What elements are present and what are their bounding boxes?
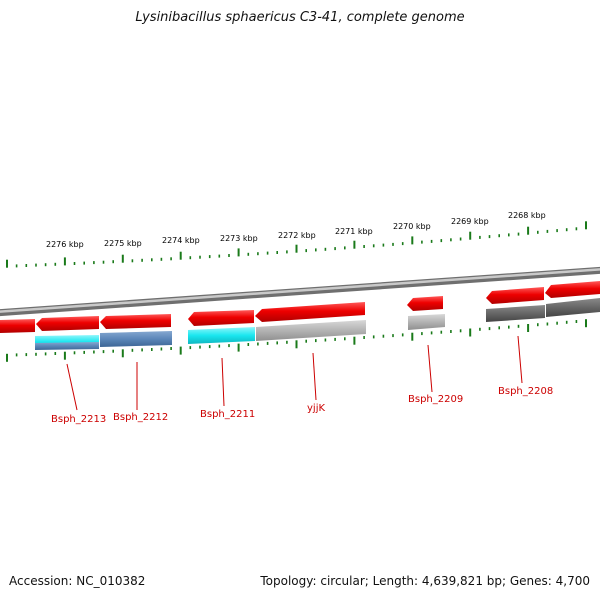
genome-summary-text: Topology: circular; Length: 4,639,821 bp…: [260, 574, 590, 588]
scale-label: 2268 kbp: [508, 211, 546, 220]
cds-arrow[interactable]: [36, 316, 99, 331]
cog-block[interactable]: [408, 314, 445, 330]
cog-block[interactable]: [100, 331, 172, 347]
cog-track: [35, 298, 600, 350]
cds-arrow[interactable]: [486, 287, 544, 304]
map-title: Lysinibacillus sphaericus C3-41, complet…: [135, 10, 465, 25]
cog-block[interactable]: [35, 342, 99, 350]
cog-block[interactable]: [256, 320, 366, 341]
scale-label: 2276 kbp: [46, 240, 84, 249]
scale-labels: 2276 kbp 2275 kbp 2274 kbp 2273 kbp 2272…: [46, 211, 546, 249]
cog-block[interactable]: [486, 305, 545, 322]
leader-line: [427, 344, 433, 393]
cds-arrow[interactable]: [255, 302, 365, 322]
cog-block[interactable]: [546, 298, 600, 317]
scale-ticks-outer: [6, 221, 587, 268]
gene-label[interactable]: Bsph_2212: [113, 412, 168, 423]
scale-label: 2271 kbp: [335, 227, 373, 236]
gene-label[interactable]: Bsph_2209: [408, 394, 463, 405]
accession-text: Accession: NC_010382: [9, 574, 146, 588]
forward-cds-track: [0, 281, 600, 333]
leader-line: [312, 352, 317, 401]
gene-label[interactable]: Bsph_2211: [200, 409, 255, 420]
leader-line: [66, 363, 78, 411]
cds-arrow[interactable]: [188, 310, 254, 326]
leader-line: [221, 357, 225, 407]
scale-label: 2275 kbp: [104, 239, 142, 248]
gene-label[interactable]: yjjK: [307, 403, 325, 414]
scale-label: 2269 kbp: [451, 217, 489, 226]
cds-arrow[interactable]: [100, 314, 171, 329]
backbone: [0, 266, 600, 317]
gene-labels: Bsph_2213 Bsph_2212 Bsph_2211 yjjK Bsph_…: [51, 386, 553, 425]
cog-block[interactable]: [188, 327, 255, 344]
leader-line: [517, 335, 523, 384]
gene-label[interactable]: Bsph_2213: [51, 414, 106, 425]
cds-arrow[interactable]: [407, 296, 443, 311]
gene-label[interactable]: Bsph_2208: [498, 386, 553, 397]
scale-label: 2272 kbp: [278, 231, 316, 240]
cds-arrow[interactable]: [545, 281, 600, 298]
scale-label: 2273 kbp: [220, 234, 258, 243]
scale-label: 2270 kbp: [393, 222, 431, 231]
gene-leader-lines: [66, 335, 523, 411]
scale-ticks-inner: [6, 319, 587, 362]
scale-label: 2274 kbp: [162, 236, 200, 245]
cds-arrow[interactable]: [0, 319, 35, 333]
